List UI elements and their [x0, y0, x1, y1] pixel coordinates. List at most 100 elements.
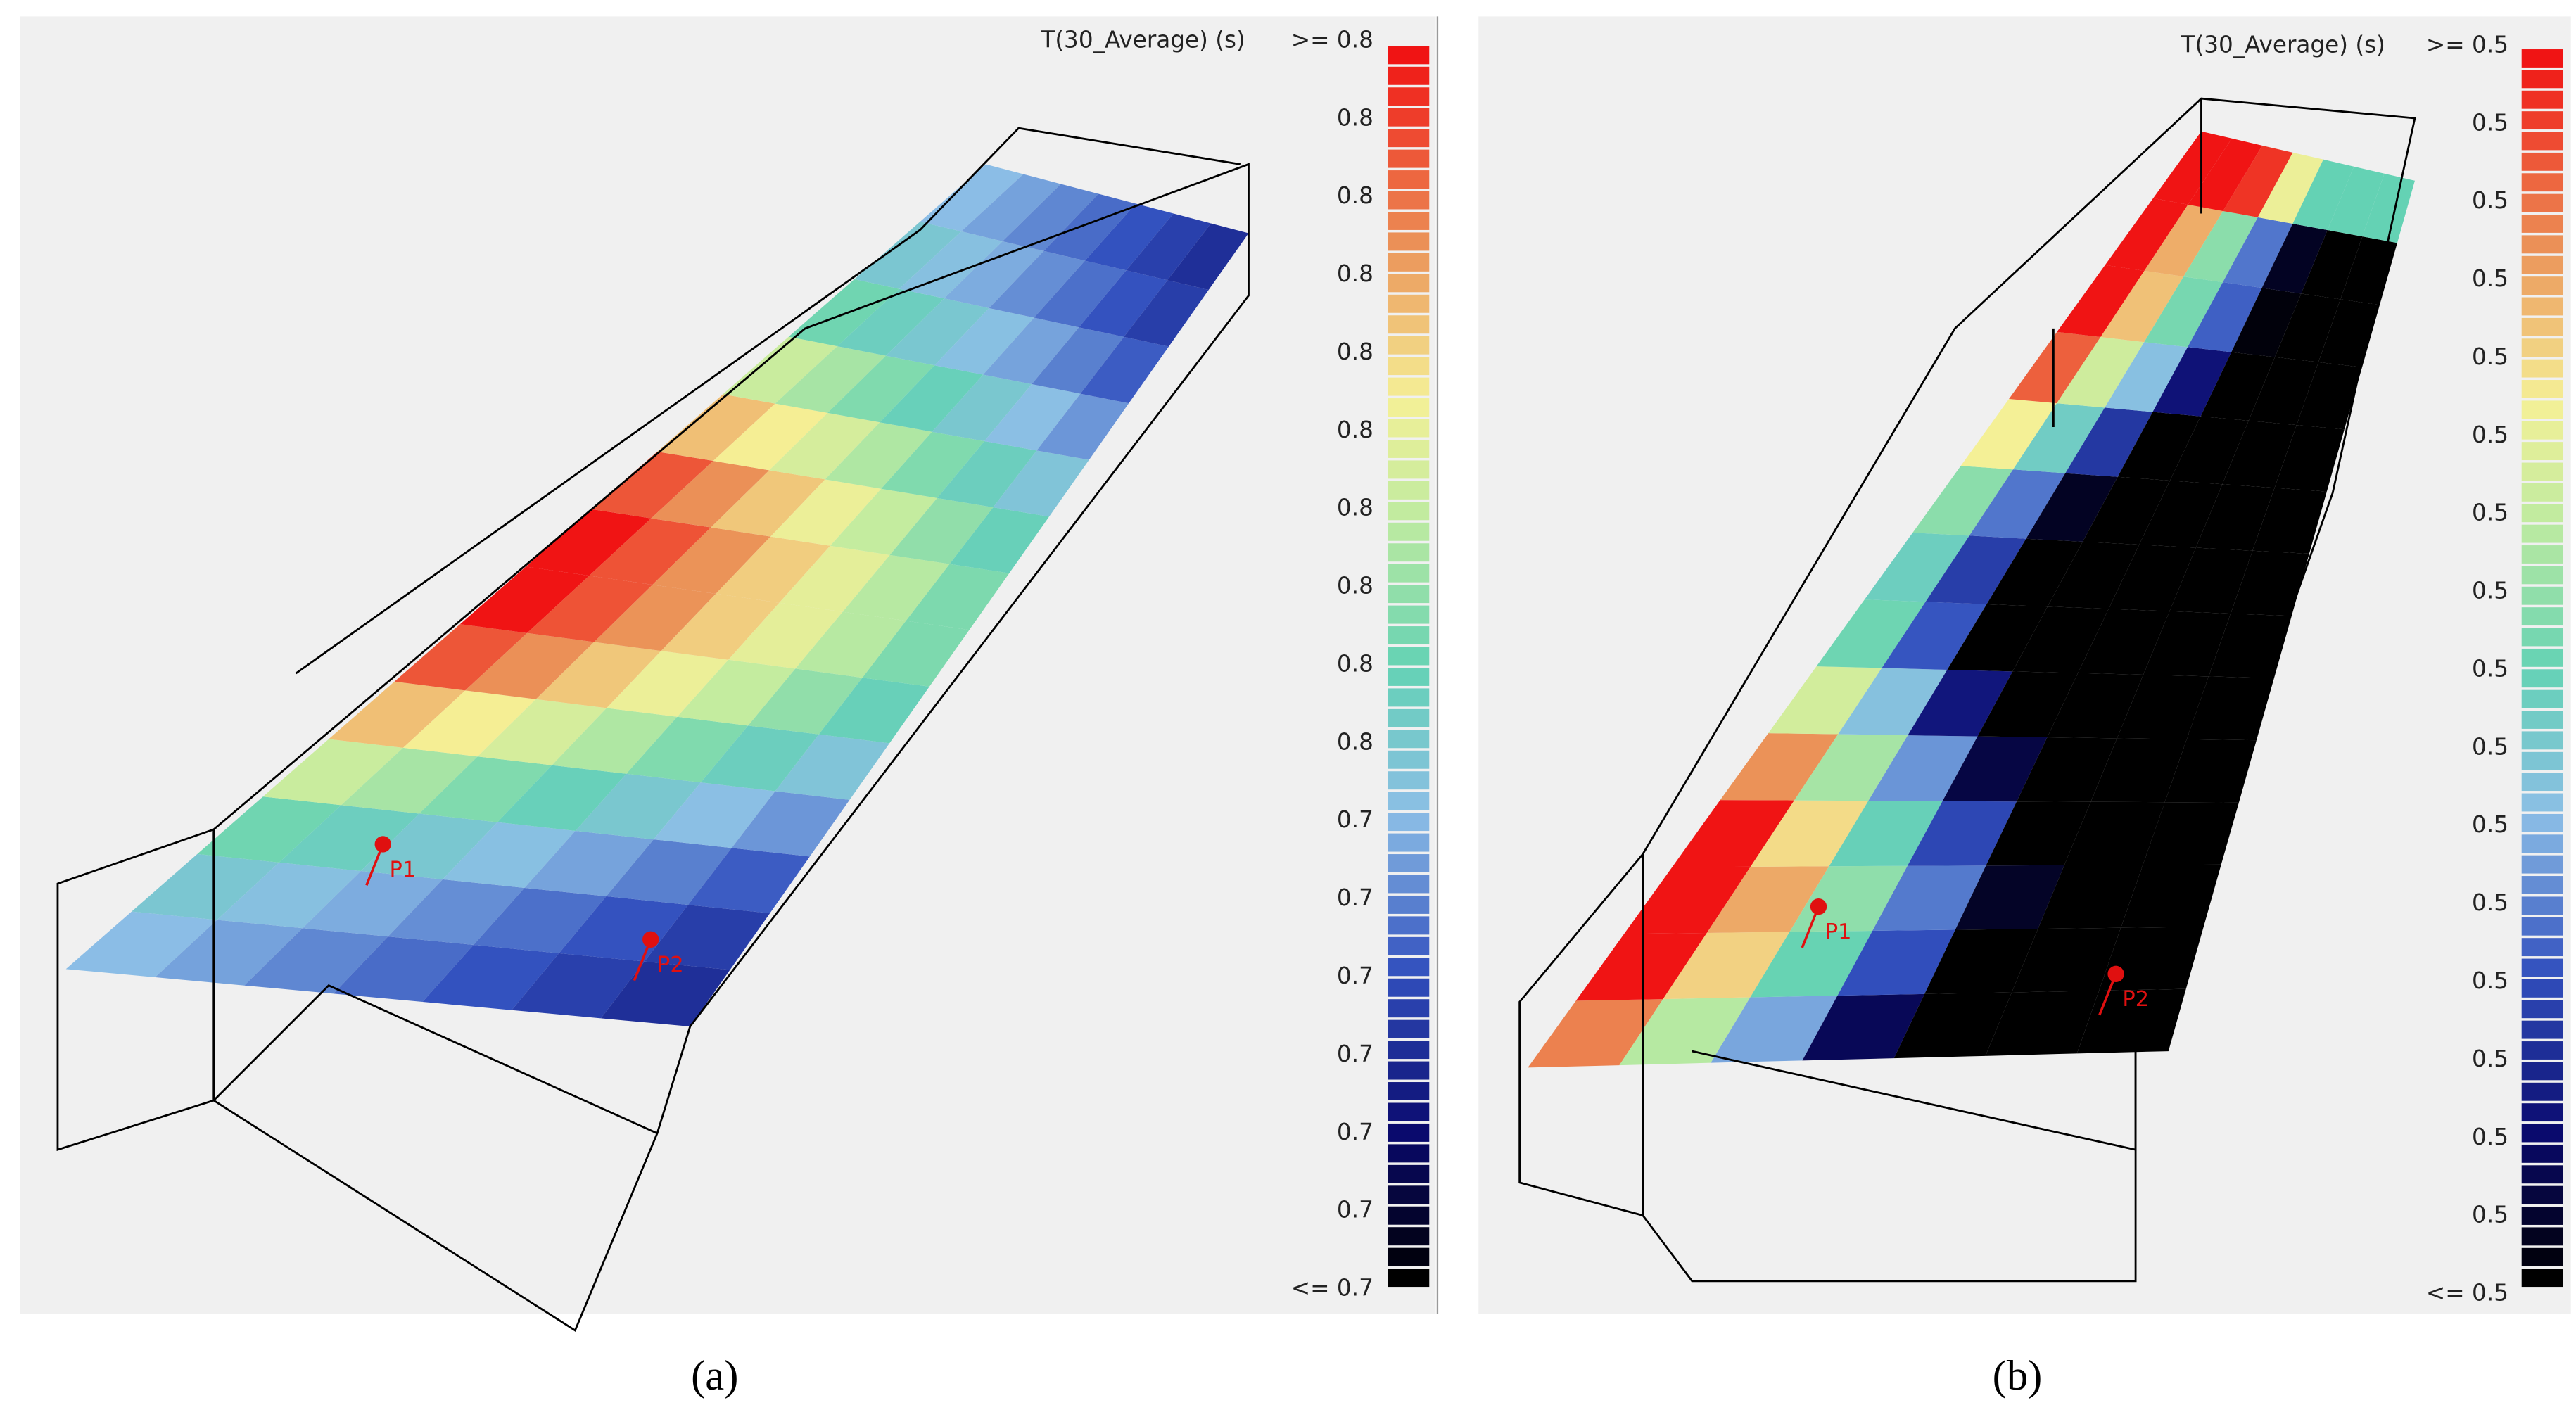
floor-cell — [2047, 673, 2144, 739]
floor-cell — [842, 554, 950, 621]
legend-label: 0.8 — [1337, 650, 1373, 677]
floor-cell — [2057, 265, 2145, 338]
legend-label: 0.7 — [1337, 962, 1373, 989]
legend-swatch — [1388, 936, 1430, 955]
legend-swatch — [1388, 1185, 1430, 1204]
legend-label: 0.8 — [1337, 260, 1373, 287]
legend-swatch — [2521, 813, 2563, 832]
legend-swatch — [2521, 855, 2563, 874]
legend-label: 0.5 — [2472, 500, 2508, 526]
floor-cell — [606, 839, 732, 905]
floor-cell — [1167, 223, 1249, 291]
floor-cell — [2275, 293, 2341, 362]
legend-swatch — [2521, 111, 2563, 130]
legend-swatch — [1388, 357, 1430, 376]
floor-cell — [2195, 484, 2275, 551]
legend-label: >= 0.8 — [1291, 26, 1373, 53]
legend-swatch — [1388, 1061, 1430, 1080]
floor-cell — [1750, 930, 1873, 998]
floor-cell — [1986, 801, 2091, 866]
legend-swatch — [2521, 958, 2563, 977]
floor-cell — [1864, 533, 1969, 602]
floor-cell — [1837, 929, 1955, 996]
floor-cell — [944, 241, 1044, 308]
legend-swatch — [2521, 938, 2563, 957]
legend-swatch — [1388, 211, 1430, 230]
floor-cell — [394, 624, 528, 691]
floor-cell — [769, 412, 880, 480]
floor-cell — [854, 222, 962, 289]
wireframe — [1692, 1050, 2137, 1151]
floor-cell — [329, 681, 466, 748]
floor-cell — [303, 870, 443, 937]
floor-cell — [716, 536, 830, 603]
legend-label: <= 0.7 — [1291, 1275, 1373, 1302]
legend-swatch — [1388, 1206, 1430, 1225]
legend-swatch — [1388, 792, 1430, 810]
legend-label: 0.5 — [2472, 578, 2508, 604]
floor-cell — [713, 403, 828, 471]
legend-swatch — [1388, 1019, 1430, 1038]
floor-cell — [2164, 739, 2257, 803]
floor-cell — [575, 773, 701, 840]
floor-cell — [65, 911, 217, 978]
floor-cell — [1829, 801, 1943, 867]
floor-cell — [2026, 473, 2118, 542]
legend-label: 0.8 — [1337, 104, 1373, 131]
legend-swatch — [2521, 1082, 2563, 1101]
floor-cell — [607, 651, 729, 717]
wireframe — [212, 984, 658, 1135]
legend-label: 0.5 — [2472, 733, 2508, 760]
floor-cell — [626, 716, 749, 783]
floor-cell — [2090, 738, 2187, 803]
point-marker — [642, 931, 659, 948]
floor-cell — [474, 888, 607, 953]
legend-swatch — [2521, 1062, 2563, 1081]
floor-cell — [2099, 927, 2204, 991]
legend-swatch — [2521, 1207, 2563, 1225]
legend-swatch — [2521, 400, 2563, 419]
floor-cell — [830, 488, 937, 555]
wireframe — [1642, 97, 2416, 1283]
floor-cell — [1124, 280, 1209, 347]
floor-cell — [983, 317, 1079, 385]
drawing-layer: P1 P2 T(30_Average) (s) >= 0.8 0.8 0.8 0.8 0.8 0… — [56, 26, 2563, 1399]
wireframe — [1518, 851, 1644, 1217]
legend-swatch — [1388, 750, 1430, 769]
legend-swatch — [2521, 152, 2563, 171]
legend-swatch — [1388, 1227, 1430, 1246]
legend-swatch — [2521, 773, 2563, 792]
legend-swatch — [1388, 502, 1430, 521]
floor-cell — [1925, 535, 2026, 604]
legend-swatch — [1388, 667, 1430, 686]
legend-swatch — [2521, 834, 2563, 853]
floor-cell — [1955, 865, 2064, 930]
floor-cell — [1942, 736, 2048, 802]
legend-swatch — [2521, 70, 2563, 89]
legend-swatch — [1388, 170, 1430, 189]
legend-swatch — [1388, 191, 1430, 210]
floor-cell — [1084, 203, 1174, 271]
floor-cell — [477, 699, 607, 765]
legend-swatch — [1388, 315, 1430, 334]
floor-cell — [770, 479, 882, 546]
legend-swatch — [1388, 522, 1430, 541]
panel-label: (a) — [691, 1352, 738, 1399]
legend-swatch — [1388, 771, 1430, 790]
floor-cell — [2169, 416, 2249, 485]
panel-label: (b) — [1993, 1352, 2043, 1399]
floor-cell — [1768, 666, 1882, 735]
legend-swatch — [1388, 46, 1430, 65]
floor-cell — [2169, 547, 2253, 614]
floor-cell — [1750, 800, 1869, 867]
floor-cell — [2047, 541, 2140, 609]
floor-cell — [2064, 801, 2165, 865]
legend-swatch — [2521, 297, 2563, 316]
legend-label: 0.5 — [2472, 889, 2508, 916]
legend-swatch — [2521, 1269, 2563, 1288]
floor-cell — [2065, 407, 2153, 477]
legend-swatch — [2521, 132, 2563, 151]
floor-cell — [1720, 733, 1839, 801]
